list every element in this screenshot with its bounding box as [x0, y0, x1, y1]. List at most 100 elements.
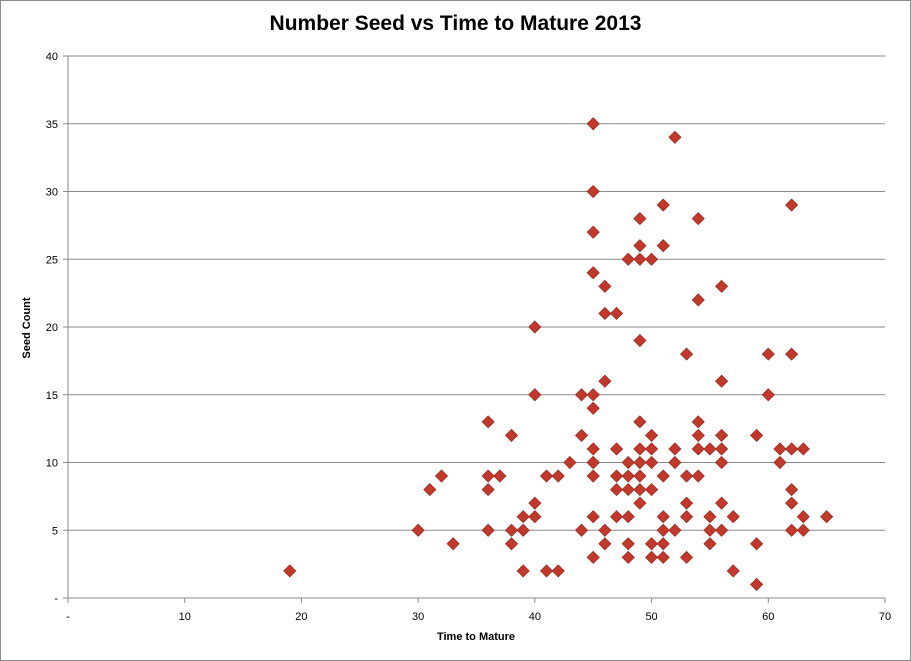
data-point — [598, 537, 612, 551]
y-tick-label: 25 — [46, 254, 58, 266]
data-point — [516, 523, 530, 537]
data-point — [586, 455, 600, 470]
data-point — [726, 564, 740, 578]
x-tick-label: 60 — [762, 611, 774, 623]
data-point — [785, 483, 799, 497]
data-point — [680, 510, 694, 524]
y-tick-label: 10 — [46, 458, 58, 470]
data-point — [691, 212, 705, 226]
data-point — [691, 469, 705, 483]
data-point — [668, 442, 682, 456]
data-point — [586, 469, 600, 483]
data-point — [586, 266, 600, 280]
chart-title: Number Seed vs Time to Mature 2013 — [269, 12, 642, 35]
x-tick-label: 30 — [412, 611, 424, 623]
data-point — [621, 537, 635, 551]
data-point — [586, 388, 600, 402]
data-point — [656, 469, 670, 483]
data-points — [283, 117, 834, 592]
x-tick-label: 10 — [179, 611, 191, 623]
data-point — [680, 347, 694, 361]
data-point — [785, 496, 799, 510]
data-point — [516, 564, 530, 578]
data-point — [563, 455, 577, 470]
data-point — [656, 239, 670, 253]
data-point — [703, 523, 717, 537]
data-point — [586, 225, 600, 239]
data-point — [761, 347, 775, 361]
data-point — [481, 483, 495, 497]
data-point — [715, 279, 729, 293]
data-point — [796, 510, 810, 524]
data-point — [493, 469, 507, 483]
data-point — [715, 455, 729, 470]
axes — [63, 55, 886, 603]
x-axis-title: Time to Mature — [437, 631, 515, 643]
y-tick-label: 15 — [46, 390, 58, 402]
data-point — [551, 469, 565, 483]
data-point — [586, 117, 600, 131]
data-point — [621, 469, 635, 483]
data-point — [785, 198, 799, 212]
data-point — [633, 455, 647, 470]
data-point — [645, 537, 659, 551]
data-point — [598, 279, 612, 293]
data-point — [796, 442, 810, 456]
data-point — [820, 510, 834, 524]
data-point — [785, 523, 799, 537]
data-point — [656, 537, 670, 551]
y-axis-title: Seed Count — [21, 297, 33, 358]
data-point — [633, 496, 647, 510]
data-point — [574, 388, 589, 402]
data-point — [656, 198, 670, 212]
y-tick-label: - — [54, 593, 58, 605]
data-point — [715, 496, 729, 510]
data-point — [773, 455, 787, 470]
y-tick-label: 20 — [46, 322, 58, 334]
data-point — [750, 428, 764, 442]
data-point — [574, 523, 589, 537]
data-point — [645, 550, 659, 564]
data-point — [680, 550, 694, 564]
data-point — [609, 469, 624, 483]
data-point — [668, 523, 682, 537]
data-point — [481, 415, 495, 429]
gridlines — [68, 55, 885, 531]
data-point — [633, 469, 647, 483]
data-point — [551, 564, 565, 578]
data-point — [516, 510, 530, 524]
data-point — [598, 374, 612, 388]
data-point — [750, 537, 764, 551]
y-tick-label: 40 — [46, 51, 58, 63]
data-point — [715, 374, 729, 388]
data-point — [539, 469, 554, 483]
data-point — [621, 550, 635, 564]
data-point — [691, 428, 705, 442]
y-tick-label: 35 — [46, 119, 58, 131]
data-point — [645, 442, 659, 456]
data-point — [598, 523, 612, 537]
data-point — [656, 523, 670, 537]
data-point — [680, 469, 694, 483]
data-point — [633, 252, 647, 266]
data-point — [609, 306, 624, 321]
data-point — [539, 564, 554, 578]
data-point — [528, 388, 542, 402]
data-point — [633, 442, 647, 456]
data-point — [796, 523, 810, 537]
data-point — [446, 537, 460, 551]
data-point — [586, 550, 600, 564]
data-point — [703, 510, 717, 524]
data-point — [668, 455, 682, 470]
data-point — [680, 496, 694, 510]
x-tick-label: 40 — [529, 611, 541, 623]
data-point — [621, 483, 635, 497]
data-point — [703, 442, 717, 456]
data-point — [715, 428, 729, 442]
data-point — [586, 184, 600, 199]
data-point — [645, 252, 659, 266]
data-point — [645, 483, 659, 497]
data-point — [504, 523, 519, 537]
data-point — [609, 510, 624, 524]
